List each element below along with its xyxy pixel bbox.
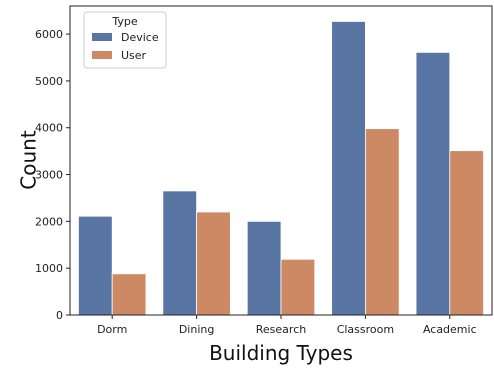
legend-label-user: User: [121, 49, 147, 62]
x-axis-ticks: Dorm Dining Research Classroom Academic: [97, 315, 477, 336]
bars-layer: [78, 21, 484, 316]
x-tick-label: Classroom: [337, 323, 394, 336]
x-tick-label: Research: [256, 323, 306, 336]
legend-swatch-user: [92, 51, 112, 59]
bar-user-academic: [449, 150, 484, 316]
x-tick-label: Dining: [179, 323, 215, 336]
y-tick-label: 3000: [35, 169, 63, 182]
x-tick-label: Dorm: [97, 323, 127, 336]
bar-device-classroom: [331, 21, 366, 316]
y-tick-label: 0: [56, 309, 63, 322]
bar-device-research: [246, 220, 282, 316]
bar-user-classroom: [364, 128, 400, 316]
y-tick-label: 5000: [35, 75, 63, 88]
bar-user-research: [280, 258, 316, 316]
bar-user-dorm: [111, 273, 147, 316]
y-axis-ticks: 0 1000 2000 3000 4000 5000 6000: [35, 28, 70, 322]
legend-swatch-device: [92, 33, 112, 41]
y-tick-label: 2000: [35, 215, 63, 228]
y-axis-label: Count: [17, 130, 41, 190]
y-tick-label: 6000: [35, 28, 63, 41]
bar-device-dining: [162, 190, 197, 316]
plot-frame: [69, 5, 493, 316]
legend-label-device: Device: [121, 31, 159, 44]
y-tick-label: 4000: [35, 122, 63, 135]
x-axis-label: Building Types: [209, 341, 353, 365]
bar-user-dining: [196, 211, 231, 316]
x-tick-label: Academic: [423, 323, 477, 336]
bar-device-academic: [415, 51, 451, 316]
y-tick-label: 1000: [35, 262, 63, 275]
legend-title: Type: [111, 15, 137, 28]
legend: Type Device User: [83, 11, 167, 69]
bar-device-dorm: [78, 215, 113, 316]
